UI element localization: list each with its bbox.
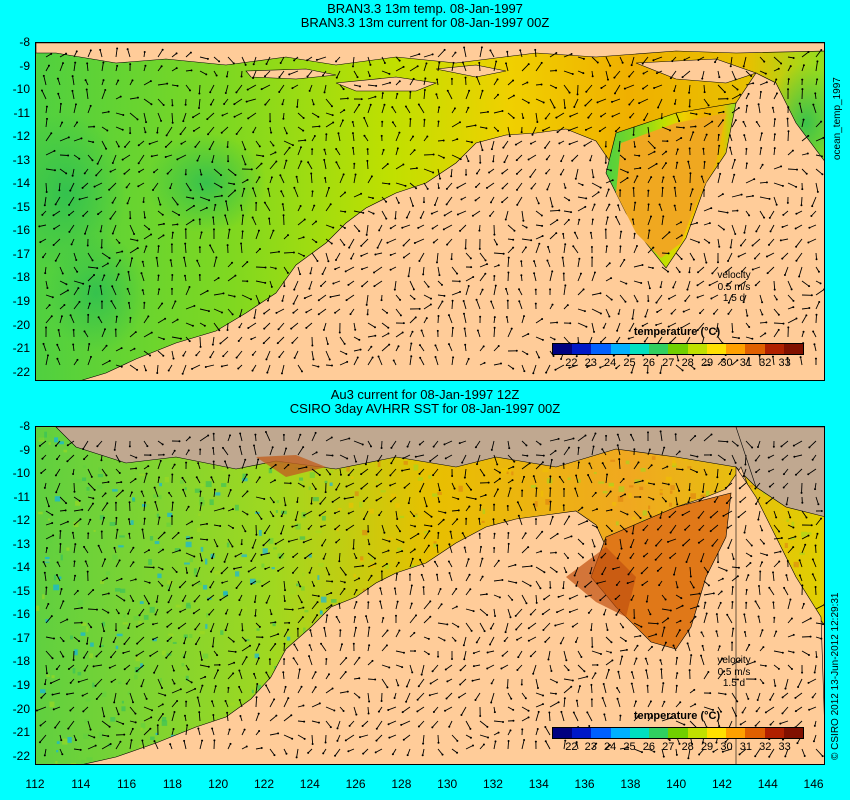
top-lat-tick: -8 — [19, 35, 30, 49]
top-map-svg — [36, 43, 824, 380]
top-lat-tick: -15 — [12, 199, 30, 214]
lon-tick: 134 — [528, 777, 549, 791]
lon-tick: 136 — [574, 777, 595, 791]
bottom-side-label: © CSIRO 2012 13-Jun-2012 12:29:31 — [830, 592, 841, 760]
top-colorbar-tick: 28 — [681, 357, 694, 369]
bottom-colorbar-tick: 24 — [604, 741, 617, 753]
top-colorbar-tick: 27 — [662, 357, 675, 369]
bottom-colorbar-title: temperature (°C) — [633, 710, 721, 722]
bottom-map-svg — [36, 427, 824, 764]
top-lat-tick: -18 — [12, 270, 30, 285]
bottom-colorbar-tick: 23 — [584, 741, 597, 753]
bottom-lat-tick: -8 — [19, 419, 30, 433]
lon-tick: 118 — [162, 777, 182, 791]
bottom-colorbar-tick: 27 — [662, 741, 675, 753]
bottom-colorbar-tick: 26 — [642, 741, 656, 753]
bottom-lat-tick: -17 — [12, 630, 30, 645]
top-title-line2: BRAN3.3 13m current for 08-Jan-1997 00Z — [300, 15, 550, 30]
bottom-lat-tick: -19 — [12, 677, 30, 692]
top-side-label: ocean_temp_1997 — [832, 77, 843, 160]
bottom-velocity-label: velocity — [717, 655, 751, 666]
lon-tick: 142 — [711, 777, 732, 791]
top-colorbar-tick: 33 — [778, 357, 791, 369]
bottom-colorbar — [552, 727, 804, 739]
top-map-panel[interactable] — [35, 42, 825, 381]
bottom-title-line1: Au3 current for 08-Jan-1997 12Z — [330, 387, 520, 402]
top-velocity-duration: 1.5 d — [722, 293, 746, 304]
bottom-colorbar-tick: 33 — [778, 741, 791, 753]
bottom-lat-tick: -20 — [12, 701, 30, 716]
top-lat-tick: -9 — [19, 58, 30, 73]
bottom-lat-tick: -9 — [19, 442, 30, 457]
top-velocity-label: velocity — [717, 270, 751, 281]
top-title-line1: BRAN3.3 13m temp. 08-Jan-1997 — [327, 1, 523, 16]
bottom-lat-tick: -18 — [12, 654, 30, 669]
bottom-title-line2: CSIRO 3day AVHRR SST for 08-Jan-1997 00Z — [289, 401, 561, 416]
top-colorbar-tick: 26 — [642, 357, 656, 369]
lon-tick: 144 — [757, 777, 778, 791]
top-velocity-speed: 0.5 m/s — [717, 282, 751, 293]
bottom-colorbar-tick: 22 — [565, 741, 578, 753]
bottom-lat-tick: -11 — [13, 489, 30, 504]
top-lat-tick: -19 — [12, 293, 30, 308]
lon-tick: 120 — [208, 777, 229, 791]
bottom-colorbar-tick: 28 — [681, 741, 694, 753]
bottom-lat-tick: -21 — [12, 725, 30, 740]
lon-tick: 140 — [666, 777, 687, 791]
bottom-lat-tick: -10 — [12, 466, 30, 481]
top-lat-tick: -12 — [12, 129, 30, 144]
bottom-lat-tick: -12 — [12, 513, 30, 528]
lon-tick: 128 — [391, 777, 412, 791]
lon-tick: 126 — [345, 777, 366, 791]
lon-tick: 138 — [620, 777, 641, 791]
top-colorbar-tick: 22 — [565, 357, 578, 369]
top-lat-tick: -11 — [13, 105, 30, 120]
top-colorbar-title: temperature (°C) — [633, 326, 721, 338]
top-lat-tick: -14 — [12, 176, 30, 191]
top-colorbar-tick: 29 — [700, 357, 714, 369]
lon-tick: 112 — [25, 777, 45, 791]
bottom-colorbar-tick: 32 — [759, 741, 772, 753]
bottom-lat-tick: -16 — [12, 607, 30, 622]
top-colorbar-tick: 30 — [720, 357, 733, 369]
top-colorbar-tick: 24 — [604, 357, 617, 369]
lon-tick: 146 — [803, 777, 824, 791]
top-colorbar-tick: 23 — [584, 357, 597, 369]
bottom-colorbar-tick: 25 — [623, 741, 636, 753]
top-lat-tick: -17 — [12, 246, 30, 261]
top-colorbar-tick: 32 — [759, 357, 772, 369]
top-lat-tick: -20 — [12, 317, 30, 332]
bottom-colorbar-tick: 29 — [700, 741, 714, 753]
bottom-lat-tick: -13 — [12, 536, 30, 551]
lon-tick: 116 — [117, 777, 137, 791]
top-lat-tick: -13 — [12, 152, 30, 167]
bottom-lat-tick: -22 — [12, 748, 30, 763]
bottom-velocity-duration: 1.5 d — [722, 678, 746, 689]
bottom-velocity-speed: 0.5 m/s — [717, 667, 751, 678]
lon-tick: 124 — [299, 777, 320, 791]
bottom-lat-tick: -15 — [12, 583, 30, 598]
lon-tick: 132 — [482, 777, 503, 791]
bottom-colorbar-tick: 30 — [720, 741, 733, 753]
top-lat-tick: -16 — [12, 223, 30, 238]
bottom-lat-tick: -14 — [12, 560, 30, 575]
lon-tick: 130 — [437, 777, 458, 791]
top-lat-tick: -10 — [12, 82, 30, 97]
lon-tick: 114 — [71, 777, 91, 791]
bottom-map-panel[interactable] — [35, 426, 825, 765]
bottom-colorbar-tick: 31 — [739, 741, 752, 753]
top-colorbar-tick: 25 — [623, 357, 636, 369]
top-colorbar — [552, 343, 804, 355]
lon-tick: 122 — [253, 777, 274, 791]
current-vectors — [38, 46, 824, 375]
top-lat-tick: -22 — [12, 364, 30, 379]
top-lat-tick: -21 — [12, 341, 30, 356]
top-colorbar-tick: 31 — [739, 357, 752, 369]
